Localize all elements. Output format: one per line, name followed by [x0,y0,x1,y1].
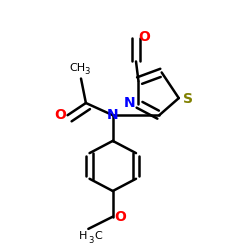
Text: S: S [183,92,193,106]
Text: O: O [114,210,126,224]
Text: 3: 3 [84,67,90,76]
Text: CH: CH [69,62,86,72]
Text: O: O [138,30,150,44]
Text: O: O [54,108,66,122]
Text: 3: 3 [88,236,94,245]
Text: C: C [95,231,102,241]
Text: N: N [107,108,118,122]
Text: N: N [124,96,136,110]
Text: H: H [79,231,88,241]
